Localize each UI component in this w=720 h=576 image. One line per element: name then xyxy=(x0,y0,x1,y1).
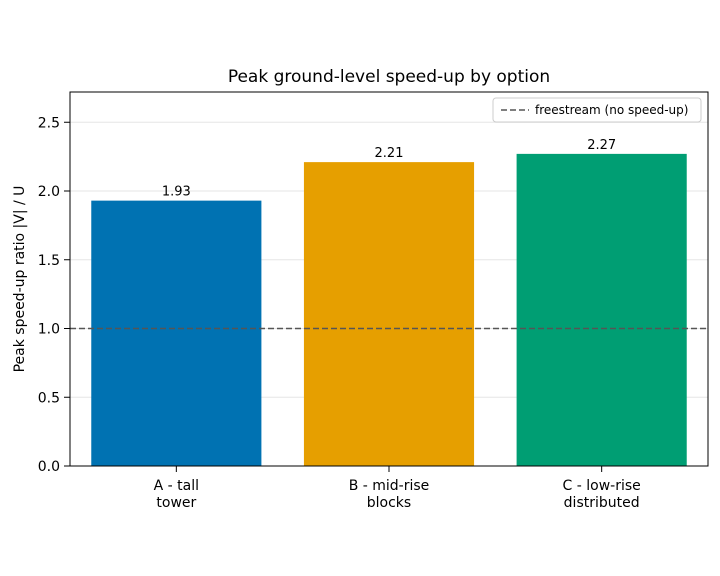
x-tick-label: A - tall xyxy=(154,478,199,494)
bars: 1.93 2.21 2.27 xyxy=(91,138,687,466)
bar-2 xyxy=(516,153,687,466)
chart-title: Peak ground-level speed-up by option xyxy=(228,67,550,87)
y-tick-label: 2.0 xyxy=(38,184,60,200)
legend: freestream (no speed-up) xyxy=(492,97,702,123)
y-tick-label: 1.0 xyxy=(38,322,60,338)
legend-box xyxy=(492,97,702,123)
y-tick-label: 0.5 xyxy=(38,390,60,406)
bar-value-label: 2.27 xyxy=(587,138,616,153)
y-axis-label: Peak speed-up ratio |V| / U xyxy=(12,186,28,373)
bar-value-label: 1.93 xyxy=(162,185,191,200)
bar-0 xyxy=(91,200,262,466)
y-tick-label: 0.0 xyxy=(38,459,60,475)
x-tick-label: B - mid-rise xyxy=(349,478,430,494)
x-tick-label: distributed xyxy=(564,495,640,511)
legend-entry-label: freestream (no speed-up) xyxy=(535,103,688,117)
x-tick-label: tower xyxy=(156,495,196,511)
x-tick-label: blocks xyxy=(367,495,411,511)
bar-value-label: 2.21 xyxy=(375,146,404,161)
x-tick-label: C - low-rise xyxy=(563,478,641,494)
y-tick-label: 2.5 xyxy=(38,115,60,131)
bar-1 xyxy=(303,162,475,466)
y-tick-label: 1.5 xyxy=(38,253,60,269)
y-axis: 0.0 0.5 1.0 1.5 2.0 2.5 xyxy=(38,115,70,475)
